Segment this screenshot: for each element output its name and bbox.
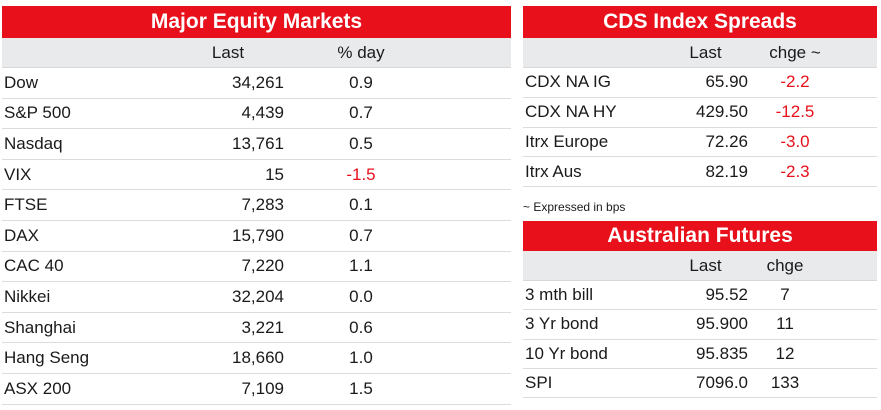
futures-table-title: Australian Futures <box>523 221 877 251</box>
row-change-value: 133 <box>770 373 800 393</box>
cds-table-title: CDS Index Spreads <box>523 6 877 38</box>
cds-header-last: Last <box>689 42 722 62</box>
row-name: CDX NA IG <box>525 72 611 92</box>
row-name: Nikkei <box>4 286 51 306</box>
table-row: CDX NA HY 429.50 -12.5 <box>523 98 877 128</box>
row-last-value: 429.50 <box>696 102 748 122</box>
row-last-value: 18,660 <box>232 348 284 368</box>
row-name: DAX <box>4 225 39 245</box>
row-name: Dow <box>4 72 39 92</box>
row-name: CAC 40 <box>4 256 64 276</box>
futures-header-change: chge <box>766 255 804 275</box>
row-last-value: 95.835 <box>696 343 748 363</box>
row-last-value: 4,439 <box>241 103 284 123</box>
row-last-value: 34,261 <box>232 72 284 92</box>
row-last-value: 95.900 <box>696 314 748 334</box>
row-name: ASX 200 <box>4 378 72 398</box>
row-name: Hang Seng <box>4 348 90 368</box>
row-last-value: 7,109 <box>241 378 284 398</box>
row-name: S&P 500 <box>4 103 71 123</box>
row-last-value: 7096.0 <box>696 373 748 393</box>
row-name: CDX NA HY <box>525 102 617 122</box>
cds-rows: CDX NA IG 65.90 -2.2 CDX NA HY 429.50 -12.5 It… <box>523 68 877 188</box>
row-name: SPI <box>525 373 553 393</box>
row-last-value: 72.26 <box>705 131 748 151</box>
row-last-value: 15 <box>265 164 284 184</box>
table-row: ASX 200 7,109 1.5 <box>2 374 511 405</box>
row-last-value: 82.19 <box>705 161 748 181</box>
row-last-value: 7,283 <box>241 195 284 215</box>
row-name: FTSE <box>4 195 48 215</box>
cds-footnote: ~ Expressed in bps <box>523 200 626 214</box>
row-change-value: 0.7 <box>349 225 373 245</box>
row-name: 3 Yr bond <box>525 314 599 334</box>
row-name: 10 Yr bond <box>525 343 608 363</box>
table-row: CAC 40 7,220 1.1 <box>2 252 511 283</box>
equity-rows: Dow 34,261 0.9 S&P 500 4,439 0.7 Nasdaq 13,761 0… <box>2 68 511 405</box>
row-change-value: 0.9 <box>349 72 373 92</box>
row-change-value: 0.0 <box>349 286 373 306</box>
cds-header-change: chge ~ <box>769 42 821 62</box>
table-row: Nasdaq 13,761 0.5 <box>2 129 511 160</box>
row-name: Nasdaq <box>4 133 63 153</box>
row-change-value: 12 <box>775 343 795 363</box>
futures-header-last: Last <box>689 255 722 275</box>
table-row: Shanghai 3,221 0.6 <box>2 313 511 344</box>
table-row: Itrx Europe 72.26 -3.0 <box>523 128 877 158</box>
row-last-value: 65.90 <box>705 72 748 92</box>
row-change-value: 1.5 <box>349 378 373 398</box>
row-change-value: 0.7 <box>349 103 373 123</box>
futures-rows: 3 mth bill 95.52 7 3 Yr bond 95.900 11 10 Yr b… <box>523 281 877 399</box>
row-last-value: 15,790 <box>232 225 284 245</box>
equity-header-change: % day <box>337 42 385 62</box>
table-row: 10 Yr bond 95.835 12 <box>523 340 877 369</box>
table-row: 3 Yr bond 95.900 11 <box>523 310 877 340</box>
row-last-value: 3,221 <box>241 317 284 337</box>
row-name: 3 mth bill <box>525 285 594 305</box>
equity-table-title: Major Equity Markets <box>2 6 511 38</box>
row-last-value: 95.52 <box>705 285 748 305</box>
equity-header-last: Last <box>211 42 245 62</box>
table-row: VIX 15 -1.5 <box>2 160 511 191</box>
australian-futures-table: Australian Futures Last chge 3 mth bill 9… <box>523 221 877 399</box>
cds-spreads-table: CDS Index Spreads Last chge ~ CDX NA IG 6… <box>523 6 877 188</box>
row-name: Itrx Europe <box>525 131 609 151</box>
row-name: Itrx Aus <box>525 161 582 181</box>
row-name: VIX <box>4 164 32 184</box>
row-change-value: -2.3 <box>780 161 810 181</box>
row-change-value: -1.5 <box>346 164 376 184</box>
table-row: SPI 7096.0 133 <box>523 369 877 399</box>
equity-header-row: Last % day <box>2 38 511 68</box>
table-row: Itrx Aus 82.19 -2.3 <box>523 157 877 188</box>
futures-header-row: Last chge <box>523 251 877 281</box>
row-change-value: -3.0 <box>780 131 810 151</box>
row-change-value: 1.0 <box>349 348 373 368</box>
equity-markets-table: Major Equity Markets Last % day Dow 34,26… <box>2 6 511 405</box>
row-change-value: -2.2 <box>780 72 810 92</box>
row-last-value: 13,761 <box>232 133 284 153</box>
row-change-value: -12.5 <box>775 102 815 122</box>
table-row: Dow 34,261 0.9 <box>2 68 511 99</box>
table-row: Hang Seng 18,660 1.0 <box>2 343 511 374</box>
row-last-value: 7,220 <box>241 256 284 276</box>
row-name: Shanghai <box>4 317 76 337</box>
table-row: CDX NA IG 65.90 -2.2 <box>523 68 877 98</box>
row-last-value: 32,204 <box>232 286 284 306</box>
cds-header-row: Last chge ~ <box>523 38 877 68</box>
table-row: 3 mth bill 95.52 7 <box>523 281 877 311</box>
table-row: Nikkei 32,204 0.0 <box>2 282 511 313</box>
table-row: FTSE 7,283 0.1 <box>2 190 511 221</box>
row-change-value: 0.1 <box>349 195 373 215</box>
row-change-value: 11 <box>776 314 794 334</box>
row-change-value: 0.6 <box>349 317 373 337</box>
table-row: S&P 500 4,439 0.7 <box>2 99 511 130</box>
row-change-value: 7 <box>780 285 790 305</box>
row-change-value: 1.1 <box>349 256 373 276</box>
table-row: DAX 15,790 0.7 <box>2 221 511 252</box>
row-change-value: 0.5 <box>349 133 373 153</box>
